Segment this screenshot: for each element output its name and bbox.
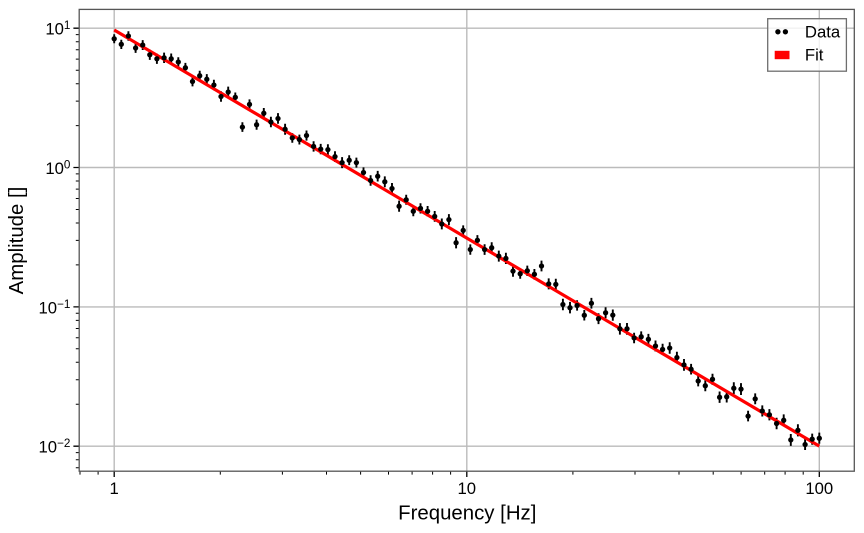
svg-text:Fit: Fit [805, 46, 824, 65]
svg-text:Data: Data [805, 23, 841, 42]
svg-text:100: 100 [805, 479, 833, 498]
svg-text:10: 10 [458, 479, 477, 498]
svg-text:Frequency [Hz]: Frequency [Hz] [398, 502, 536, 524]
svg-text:Amplitude []: Amplitude [] [6, 187, 28, 295]
svg-text:1: 1 [110, 479, 119, 498]
